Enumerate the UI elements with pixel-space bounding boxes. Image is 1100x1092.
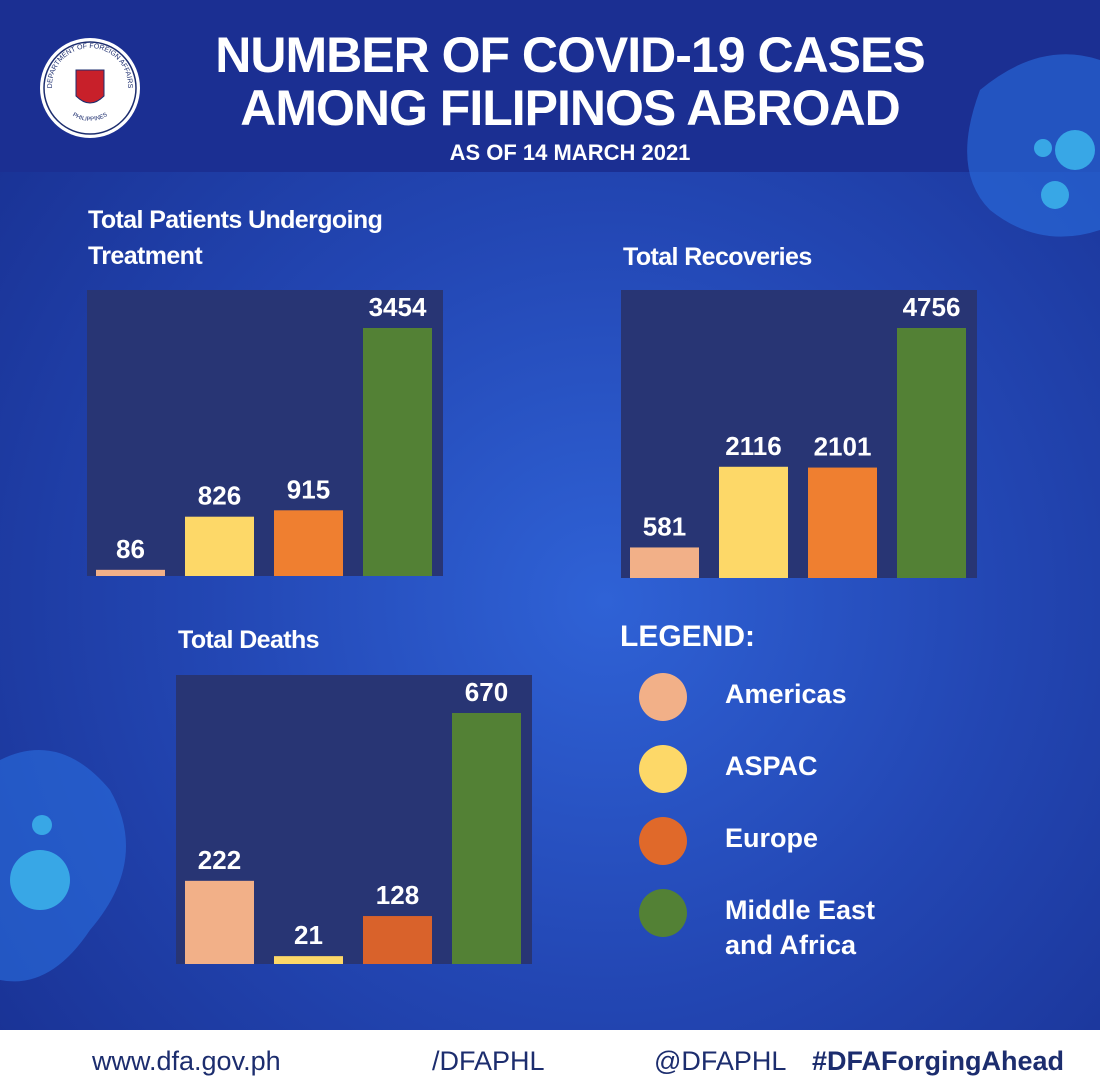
bar — [452, 713, 521, 964]
value-label: 222 — [198, 845, 241, 875]
decoration — [1034, 139, 1052, 157]
bar — [808, 467, 877, 578]
legend-label: Middle East and Africa — [725, 895, 876, 960]
bar — [274, 956, 343, 964]
footer-website: www.dfa.gov.ph — [92, 1046, 281, 1076]
footer — [0, 1030, 1100, 1092]
legend-swatch — [639, 817, 687, 865]
bar — [719, 466, 788, 578]
decoration — [1041, 181, 1069, 209]
decoration — [1055, 130, 1095, 170]
subtitle: AS OF 14 MARCH 2021 — [449, 140, 691, 165]
legend-swatch — [639, 745, 687, 793]
bar — [96, 569, 165, 576]
bar — [185, 516, 254, 576]
title-line: AMONG FILIPINOS ABROAD — [240, 80, 900, 136]
footer-handle: /DFAPHL — [432, 1046, 545, 1076]
bar — [897, 328, 966, 578]
value-label: 826 — [198, 481, 241, 511]
bar — [630, 547, 699, 578]
legend-swatch — [639, 673, 687, 721]
chart-title: Total Recoveries — [623, 243, 812, 271]
value-label: 2101 — [814, 432, 872, 462]
bar — [274, 510, 343, 576]
chart-title: Total Deaths — [178, 626, 320, 654]
value-label: 581 — [643, 511, 686, 541]
bar — [363, 916, 432, 964]
legend-label: ASPAC — [725, 751, 818, 781]
value-label: 915 — [287, 474, 330, 504]
bar — [185, 880, 254, 964]
chart-title: Total Patients Undergoing Treatment — [88, 206, 383, 270]
footer-hashtag: #DFAForgingAhead — [812, 1046, 1065, 1076]
value-label: 3454 — [369, 292, 427, 322]
value-label: 128 — [376, 880, 419, 910]
value-label: 21 — [294, 920, 323, 950]
legend-label: Americas — [725, 679, 847, 709]
bar — [363, 328, 432, 576]
seal-shield — [75, 69, 105, 104]
value-label: 670 — [465, 677, 508, 707]
seal-country: PHILIPPINES — [71, 112, 108, 123]
seal-country-path: PHILIPPINES — [71, 112, 108, 123]
decoration — [10, 850, 70, 910]
header-band — [0, 0, 1100, 172]
legend-label: Europe — [725, 823, 819, 853]
value-label: 86 — [116, 534, 145, 564]
seal-ring — [43, 41, 137, 135]
legend-title: LEGEND: — [620, 620, 755, 653]
legend — [639, 673, 687, 937]
title-line: NUMBER OF COVID-19 CASES — [215, 27, 925, 83]
decoration — [32, 815, 52, 835]
charts: 86 826 915 3454 581 2116 2101 4756 222 21 128 670 — [87, 290, 977, 964]
value-label: 2116 — [725, 431, 781, 461]
value-label: 4756 — [903, 292, 961, 322]
legend-swatch — [639, 889, 687, 937]
footer-handle: @DFAPHL — [654, 1046, 787, 1076]
